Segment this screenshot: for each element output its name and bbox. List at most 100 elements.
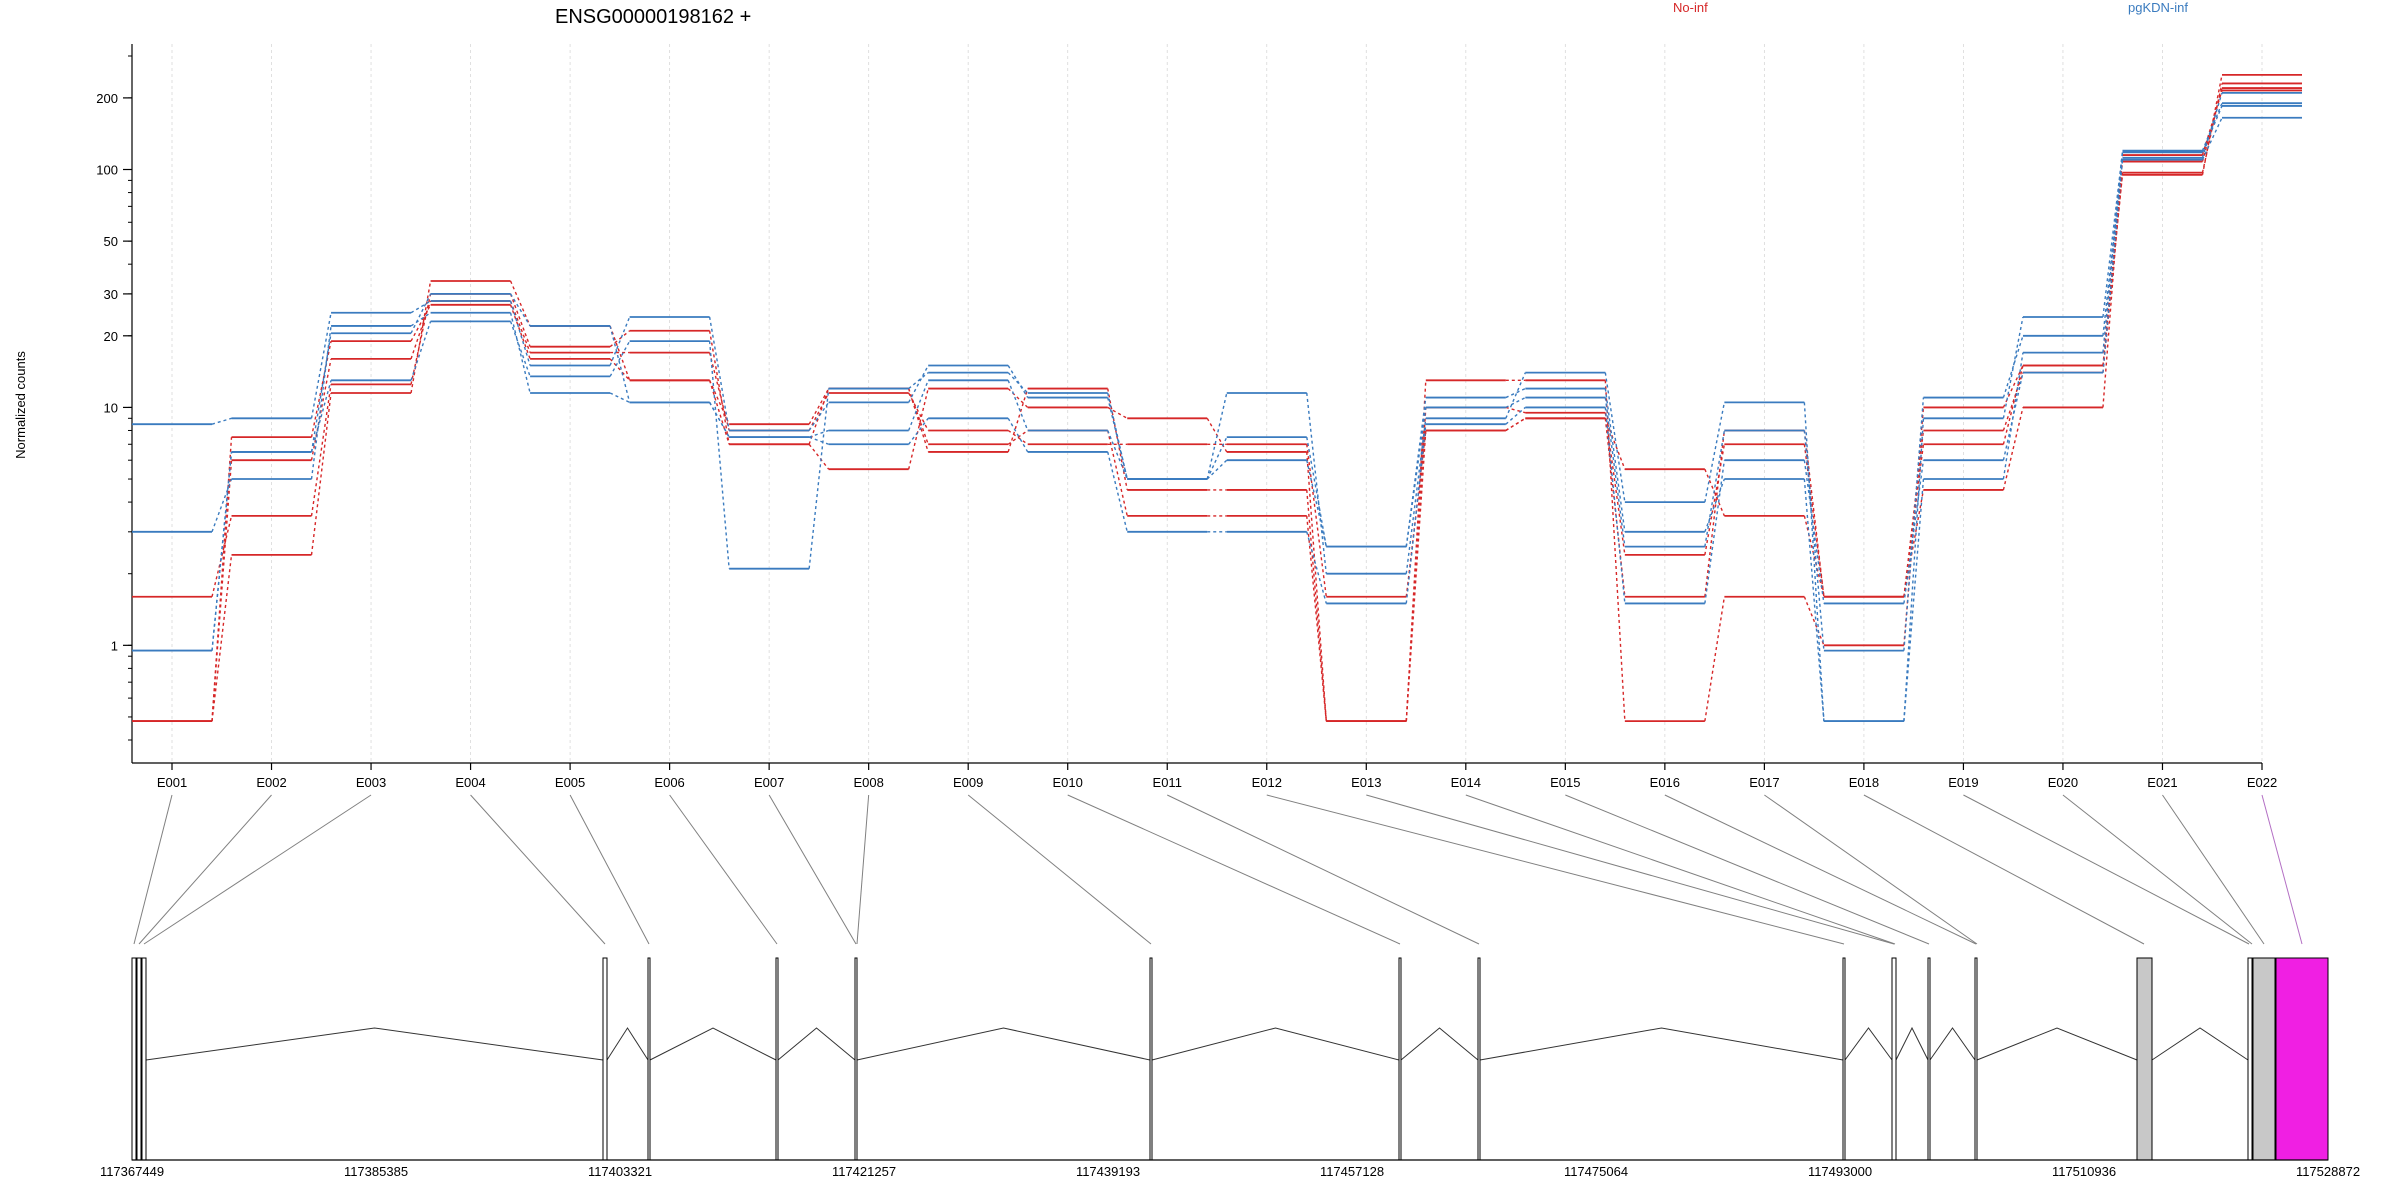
x-tick-label-e011: E011 (1153, 775, 1182, 790)
transition-segment (1107, 388, 1128, 491)
connector-e014 (1465, 794, 1896, 945)
series-layer (132, 73, 2302, 723)
connector-e011 (1167, 794, 1480, 945)
transition-segment (1903, 407, 1925, 646)
transition-segment (908, 392, 929, 431)
transition-segment (2201, 90, 2223, 156)
transition-segment (410, 312, 431, 327)
transition-segment (1405, 424, 1427, 604)
genomic-coordinate-label: 117385385 (344, 1164, 408, 1179)
transition-segment (1903, 460, 1925, 604)
connector-e017 (1764, 794, 1978, 945)
connector-e022 (2261, 794, 2303, 945)
x-tick-label-e015: E015 (1550, 775, 1580, 790)
y-tick-label: 200 (96, 91, 118, 106)
transition-segment (1604, 388, 1626, 532)
series-7 (132, 102, 2302, 723)
genomic-coordinate-label: 117367449 (100, 1164, 164, 1179)
exon-box (1927, 957, 1931, 1161)
transition-segment (609, 325, 631, 381)
x-tick-label-e021: E021 (2147, 775, 2177, 790)
chart-axes: 1 10 20 30 50 100 200 E001 E002 E003 E004 E005 E006 E… (96, 44, 2277, 790)
transition-segment (609, 340, 631, 377)
transition-segment (1803, 478, 1825, 722)
x-tick-label-e016: E016 (1650, 775, 1680, 790)
connector-e005 (569, 794, 650, 945)
transition-segment (2002, 316, 2024, 419)
transition-segment (609, 325, 631, 403)
transition-segment (1107, 451, 1128, 532)
transition-segment (1007, 417, 1029, 453)
transition-segment (2002, 372, 2024, 431)
transition-segment (1405, 407, 1427, 722)
transition-segment (1405, 407, 1427, 547)
connector-e018 (1863, 794, 2145, 945)
transition-segment (509, 300, 531, 366)
x-tick-label-e012: E012 (1252, 775, 1282, 790)
y-tick-label: 100 (96, 163, 118, 178)
transition-segment (1803, 402, 1825, 722)
connector-e015 (1565, 794, 1930, 945)
transition-segment (1704, 444, 1726, 555)
transition-segment (509, 321, 531, 377)
transition-segment (1007, 380, 1029, 431)
transition-segment (1803, 515, 1825, 597)
transition-segment (1903, 418, 1925, 722)
y-tick-label: 50 (104, 234, 118, 249)
transition-segment (708, 341, 730, 569)
transition-segment (1704, 430, 1726, 547)
transition-segment (1306, 531, 1327, 604)
transition-segment (908, 380, 929, 431)
transition-segment (1107, 430, 1128, 480)
connector-e019 (1963, 794, 2250, 945)
transition-segment (1206, 459, 1228, 480)
intron-line (777, 1027, 856, 1061)
transition-segment (709, 402, 730, 438)
transition-segment (1903, 489, 1925, 597)
transition-segment (310, 340, 332, 438)
transition-segment (708, 330, 730, 445)
transition-segment (708, 316, 730, 431)
x-tick-label-e017: E017 (1749, 775, 1779, 790)
x-tick-label-e010: E010 (1053, 775, 1083, 790)
transition-segment (1604, 407, 1626, 604)
transition-segment (2201, 105, 2223, 153)
x-tick-label-e005: E005 (555, 775, 585, 790)
transition-segment (1007, 388, 1029, 408)
intron-line (1479, 1027, 1844, 1061)
x-tick-label-e008: E008 (853, 775, 883, 790)
transition-segment (2102, 159, 2124, 373)
exon-box (136, 957, 142, 1161)
series-4 (132, 89, 2302, 723)
transition-segment (211, 515, 233, 597)
transition-segment (1505, 417, 1526, 432)
transition-segment (1306, 392, 1327, 574)
connector-e010 (1067, 794, 1401, 945)
y-tick-label: 1 (111, 638, 118, 653)
transition-segment (1007, 365, 1029, 398)
x-tick-label-e013: E013 (1351, 775, 1381, 790)
intron-line (606, 1027, 649, 1061)
connector-e004 (470, 794, 606, 945)
connector-e020 (2062, 794, 2253, 945)
transition-segment (808, 443, 830, 470)
transition-segment (1505, 396, 1526, 409)
series-5 (132, 105, 2302, 723)
transition-segment (907, 388, 929, 470)
exon-box (775, 957, 779, 1161)
transition-segment (1107, 406, 1128, 419)
connector-e009 (967, 794, 1152, 945)
series-2 (132, 82, 2302, 723)
transition-segment (509, 312, 531, 394)
transition-segment (410, 304, 432, 342)
transition-segment (708, 380, 730, 445)
connector-e003 (143, 794, 372, 945)
transition-segment (2102, 157, 2124, 336)
transition-segment (310, 333, 332, 453)
exon-box (1842, 957, 1846, 1161)
x-tick-label-e022: E022 (2247, 775, 2277, 790)
transition-segment (1505, 406, 1526, 425)
transition-segment (808, 392, 830, 431)
transition-segment (211, 460, 233, 722)
intron-line (1844, 1027, 1893, 1061)
